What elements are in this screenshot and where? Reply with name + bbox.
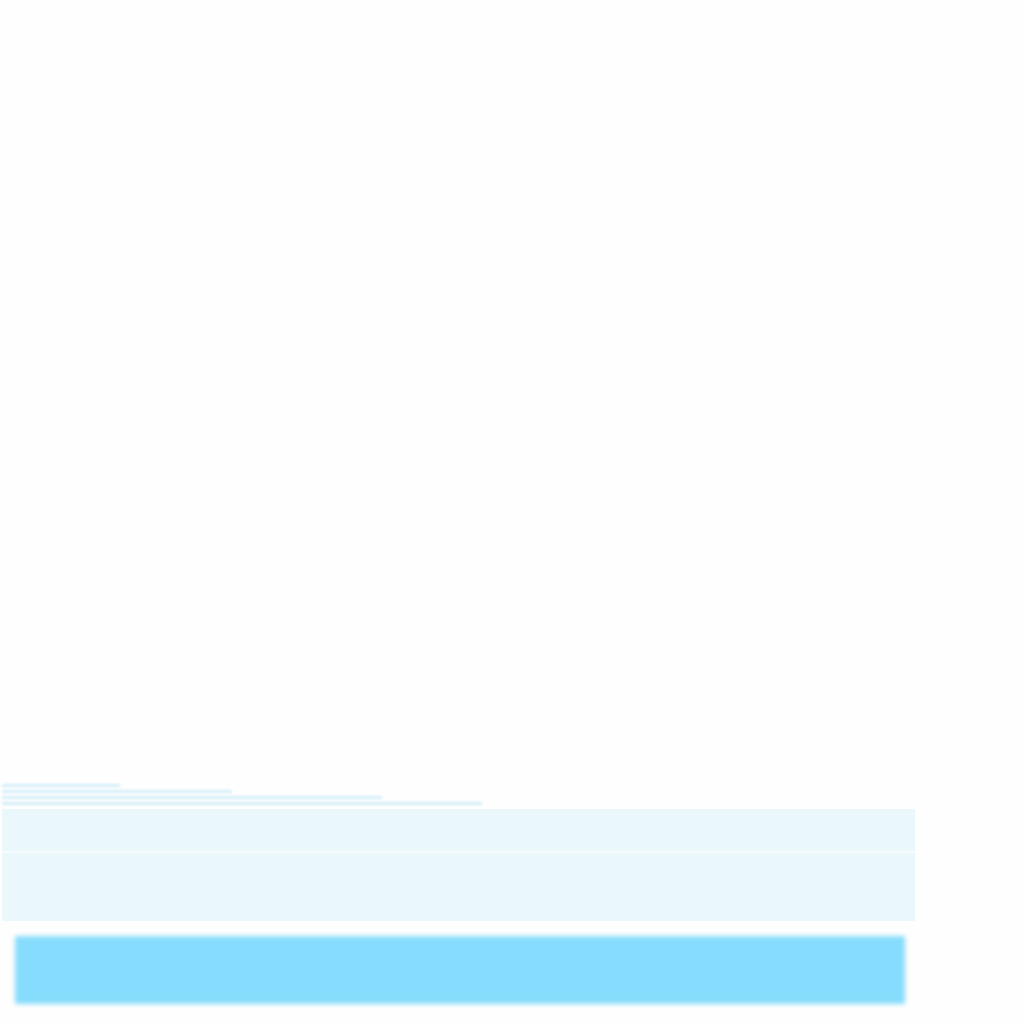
faded-text-line	[2, 802, 482, 805]
primary-action-button[interactable]	[15, 936, 905, 1004]
panel-divider	[2, 851, 915, 853]
faded-text-block	[0, 783, 490, 809]
faded-text-line	[2, 796, 382, 799]
panel-body-section	[2, 853, 915, 921]
faded-text-line	[2, 790, 232, 793]
panel-header-section	[2, 809, 915, 851]
faded-text-line	[2, 784, 120, 787]
blank-content-area	[0, 0, 1024, 782]
